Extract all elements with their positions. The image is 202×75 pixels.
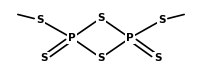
Text: P: P: [68, 33, 76, 43]
Text: P: P: [126, 33, 134, 43]
Text: S: S: [97, 53, 105, 63]
Text: S: S: [158, 15, 166, 25]
Text: S: S: [97, 13, 105, 23]
Text: S: S: [40, 53, 48, 63]
Text: S: S: [154, 53, 162, 63]
Text: S: S: [36, 15, 44, 25]
